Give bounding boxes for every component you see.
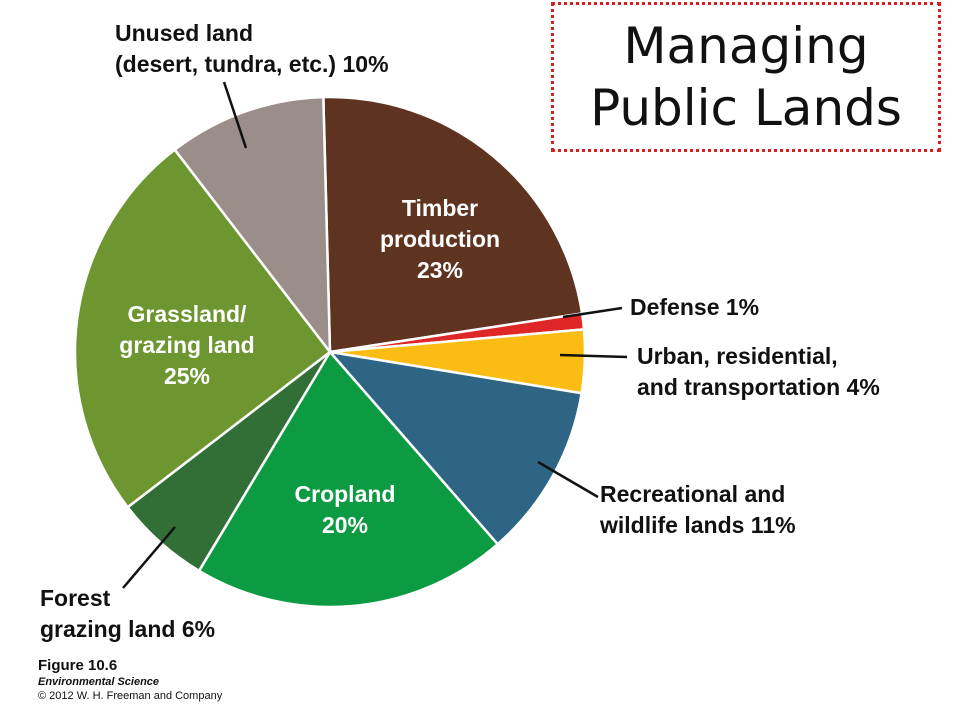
pie-slices [73,95,587,609]
leader-line-recreational [537,460,599,499]
caption-book-title: Environmental Science [38,676,160,688]
figure-caption: Figure 10.6 Environmental Science © 2012… [38,657,222,703]
slide-title-box: Managing Public Lands [551,2,941,152]
slice-label-timber: Timber production 23% [379,195,501,283]
pie-slice-4 [328,350,583,546]
slide-title: Managing Public Lands [590,17,902,137]
caption-copyright: © 2012 W. H. Freeman and Company [38,690,223,702]
leader-line-urban [559,353,628,359]
slice-label-recreational: Recreational and wildlife lands 11% [600,481,796,538]
leader-line-defense [562,306,623,319]
pie-slice-8 [173,95,332,354]
pie-slice-7 [73,148,332,509]
pie-slice-1 [322,95,584,354]
slice-label-unused: Unused land (desert, tundra, etc.) 10% [115,20,389,77]
caption-figure-number: Figure 10.6 [38,657,118,674]
slice-label-urban: Urban, residential, and transportation 4… [637,343,880,400]
slice-label-grassland: Grassland/ grazing land 25% [119,301,255,389]
pie-slice-5 [197,350,499,609]
leader-lines [122,81,628,589]
leader-line-forest [122,526,176,589]
leader-line-unused [222,81,248,149]
slice-label-defense: Defense 1% [630,294,760,320]
slice-label-cropland: Cropland 20% [294,481,396,538]
slice-label-forest: Forest grazing land 6% [40,585,216,642]
